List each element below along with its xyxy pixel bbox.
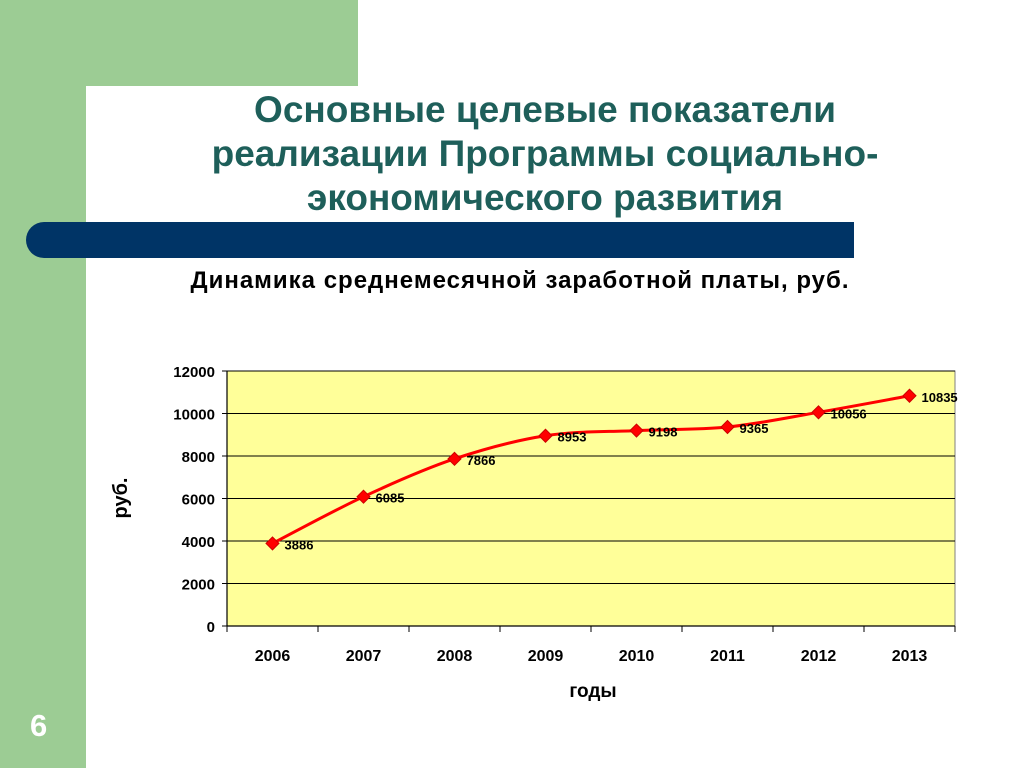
data-point-marker <box>265 536 280 551</box>
slide-title: Основные целевые показатели реализации П… <box>211 89 879 218</box>
data-point-marker <box>538 428 553 443</box>
data-label: 9198 <box>649 425 678 440</box>
chart-title: Динамика среднемесячной заработной платы… <box>190 267 850 294</box>
x-tick-label: 2007 <box>346 648 382 665</box>
x-tick-label: 2008 <box>437 648 473 665</box>
y-tick-label: 0 <box>207 619 215 636</box>
y-tick-label: 8000 <box>182 449 215 466</box>
data-point-marker <box>720 419 735 435</box>
data-point-marker <box>629 423 644 438</box>
x-tick-label: 2006 <box>255 648 291 665</box>
data-label: 8953 <box>558 430 587 445</box>
data-label: 9365 <box>740 421 769 436</box>
y-tick-label: 2000 <box>182 577 215 594</box>
left-green-panel <box>0 0 86 768</box>
data-label: 3886 <box>285 537 314 552</box>
x-tick-label: 2013 <box>892 648 928 665</box>
x-tick-label: 2010 <box>619 648 655 665</box>
page-number: 6 <box>30 708 48 743</box>
data-label: 7866 <box>467 453 496 468</box>
data-point-marker <box>356 489 371 504</box>
data-label: 10056 <box>831 406 867 421</box>
title-underline-bar <box>26 222 854 258</box>
data-label: 10835 <box>922 390 958 405</box>
data-point-marker <box>811 405 826 420</box>
x-axis-title: годы <box>569 681 616 702</box>
y-tick-label: 12000 <box>173 364 215 381</box>
x-tick-label: 2012 <box>801 648 837 665</box>
data-point-marker <box>902 388 917 403</box>
y-axis-title: руб. <box>110 478 132 519</box>
y-tick-label: 4000 <box>182 534 215 551</box>
y-tick-label: 10000 <box>173 407 215 424</box>
data-label: 6085 <box>376 491 405 506</box>
x-tick-label: 2009 <box>528 648 564 665</box>
x-tick-label: 2011 <box>710 648 745 665</box>
data-point-marker <box>447 451 462 467</box>
y-tick-label: 6000 <box>182 492 215 509</box>
top-green-panel <box>0 0 358 86</box>
